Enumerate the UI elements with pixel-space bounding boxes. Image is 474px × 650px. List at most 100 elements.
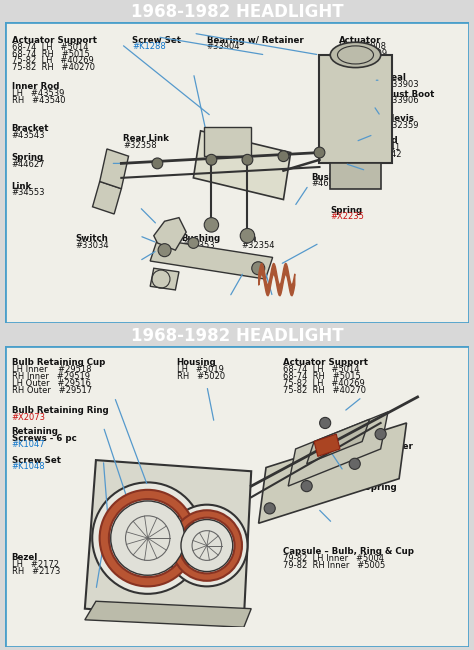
Text: 68-74  LH   #5014: 68-74 LH #5014 <box>12 43 88 52</box>
Text: Screw Set: Screw Set <box>12 456 61 465</box>
Text: LH Outer   #29516: LH Outer #29516 <box>12 379 91 388</box>
Circle shape <box>92 482 203 594</box>
Text: Dust Boot: Dust Boot <box>386 90 434 99</box>
Circle shape <box>240 229 255 243</box>
Text: Capsule – Bulb, Ring & Cup: Capsule – Bulb, Ring & Cup <box>283 547 414 556</box>
Circle shape <box>252 262 264 275</box>
Text: Bushing: Bushing <box>311 173 350 181</box>
Text: Housing: Housing <box>177 358 216 367</box>
Polygon shape <box>204 127 251 156</box>
Circle shape <box>375 428 386 439</box>
Text: Actuator Support: Actuator Support <box>12 36 97 45</box>
Text: 1968-1982 HEADLIGHT: 1968-1982 HEADLIGHT <box>131 3 343 21</box>
Text: Capsule Adjuster: Capsule Adjuster <box>330 442 413 451</box>
Text: LH   #5019: LH #5019 <box>177 365 223 374</box>
Text: #K1288: #K1288 <box>132 42 166 51</box>
Text: #34553: #34553 <box>12 188 45 197</box>
Text: Rear Link: Rear Link <box>123 134 169 143</box>
Polygon shape <box>259 423 407 523</box>
Circle shape <box>319 417 331 428</box>
Circle shape <box>111 501 185 575</box>
Text: 68-74  RH   #5015: 68-74 RH #5015 <box>12 50 90 58</box>
Polygon shape <box>150 268 179 290</box>
Text: Bracket: Bracket <box>12 124 49 133</box>
Polygon shape <box>92 181 121 214</box>
Text: Retaining: Retaining <box>12 427 59 436</box>
Circle shape <box>278 151 289 162</box>
Text: Spring: Spring <box>12 153 44 162</box>
Text: LH   #43541: LH #43541 <box>348 143 401 152</box>
Text: RH   #43540: RH #43540 <box>12 96 65 105</box>
Text: #46545: #46545 <box>311 179 345 188</box>
Circle shape <box>166 504 247 586</box>
Circle shape <box>242 154 253 165</box>
Circle shape <box>152 158 163 169</box>
Text: LH Inner    #29518: LH Inner #29518 <box>12 365 91 374</box>
Text: #32359: #32359 <box>386 120 419 129</box>
Text: Switch: Switch <box>75 234 108 243</box>
Text: 75-82  LH   #40269: 75-82 LH #40269 <box>12 57 93 66</box>
Ellipse shape <box>330 42 381 68</box>
Circle shape <box>206 154 217 165</box>
Circle shape <box>264 503 275 514</box>
Text: Actuator: Actuator <box>339 36 382 45</box>
Text: #K1047: #K1047 <box>12 440 46 449</box>
Text: 75-82  RH   #40270: 75-82 RH #40270 <box>12 63 95 72</box>
Text: Bearing w/ Retainer: Bearing w/ Retainer <box>207 36 303 45</box>
Polygon shape <box>85 460 251 620</box>
Text: RH   #43542: RH #43542 <box>348 150 402 159</box>
Text: Clevis: Clevis <box>386 114 415 123</box>
Text: #32353: #32353 <box>181 241 215 250</box>
Text: Spring: Spring <box>330 205 362 214</box>
Text: Seal: Seal <box>386 73 407 83</box>
Text: #K1048: #K1048 <box>12 462 46 471</box>
Text: Screw Set: Screw Set <box>132 36 182 45</box>
Text: #33034: #33034 <box>75 241 109 250</box>
Polygon shape <box>288 412 388 486</box>
Text: 75-82  RH   #40270: 75-82 RH #40270 <box>283 386 366 395</box>
Text: LH   #5008: LH #5008 <box>339 42 386 51</box>
FancyBboxPatch shape <box>5 346 469 647</box>
Polygon shape <box>100 149 128 188</box>
Text: RH Outer   #29517: RH Outer #29517 <box>12 386 92 395</box>
Text: w/ Screw: w/ Screw <box>330 448 374 458</box>
Text: RH   #5020: RH #5020 <box>177 372 225 382</box>
Text: 75-82  LH   #40269: 75-82 LH #40269 <box>283 379 365 388</box>
Circle shape <box>349 458 360 469</box>
Circle shape <box>204 218 219 232</box>
Text: #33904: #33904 <box>207 42 240 51</box>
Text: 1968-1982 HEADLIGHT: 1968-1982 HEADLIGHT <box>131 327 343 345</box>
Text: Bushing: Bushing <box>181 234 220 243</box>
Text: 79-82  LH Inner   #5004: 79-82 LH Inner #5004 <box>283 554 384 563</box>
Polygon shape <box>193 131 291 200</box>
Text: #X2236: #X2236 <box>283 489 318 499</box>
Circle shape <box>314 147 325 158</box>
Polygon shape <box>330 163 381 188</box>
Text: RH   #5009: RH #5009 <box>339 49 387 58</box>
Text: #33906: #33906 <box>386 96 419 105</box>
Text: 68-74  LH   #5014: 68-74 LH #5014 <box>283 365 360 374</box>
Text: LH   #2172: LH #2172 <box>12 560 59 569</box>
Polygon shape <box>150 239 273 279</box>
Text: #44627: #44627 <box>12 160 45 168</box>
Text: #32358: #32358 <box>123 140 157 150</box>
Text: #32354: #32354 <box>242 241 275 250</box>
Polygon shape <box>85 601 251 627</box>
Text: Screws - 6 pc: Screws - 6 pc <box>12 434 76 443</box>
Text: Bezel: Bezel <box>12 553 38 562</box>
Circle shape <box>158 244 171 257</box>
Text: Bulb Retaining Cup: Bulb Retaining Cup <box>12 358 105 367</box>
Polygon shape <box>319 55 392 163</box>
Text: Bulb Retaining Ring: Bulb Retaining Ring <box>12 406 109 415</box>
Text: #X2235: #X2235 <box>330 213 364 221</box>
Text: 79-82  RH Inner   #5005: 79-82 RH Inner #5005 <box>283 561 386 569</box>
Polygon shape <box>154 218 186 250</box>
Circle shape <box>301 480 312 491</box>
Text: LH   #43539: LH #43539 <box>12 89 64 98</box>
Text: Actuator Support: Actuator Support <box>283 358 368 367</box>
Text: #43543: #43543 <box>12 131 45 140</box>
Text: Inner Rod: Inner Rod <box>12 83 59 91</box>
Circle shape <box>181 519 233 571</box>
Text: RH Inner   #29519: RH Inner #29519 <box>12 372 90 382</box>
Text: Capsule Tension Spring: Capsule Tension Spring <box>283 483 397 492</box>
